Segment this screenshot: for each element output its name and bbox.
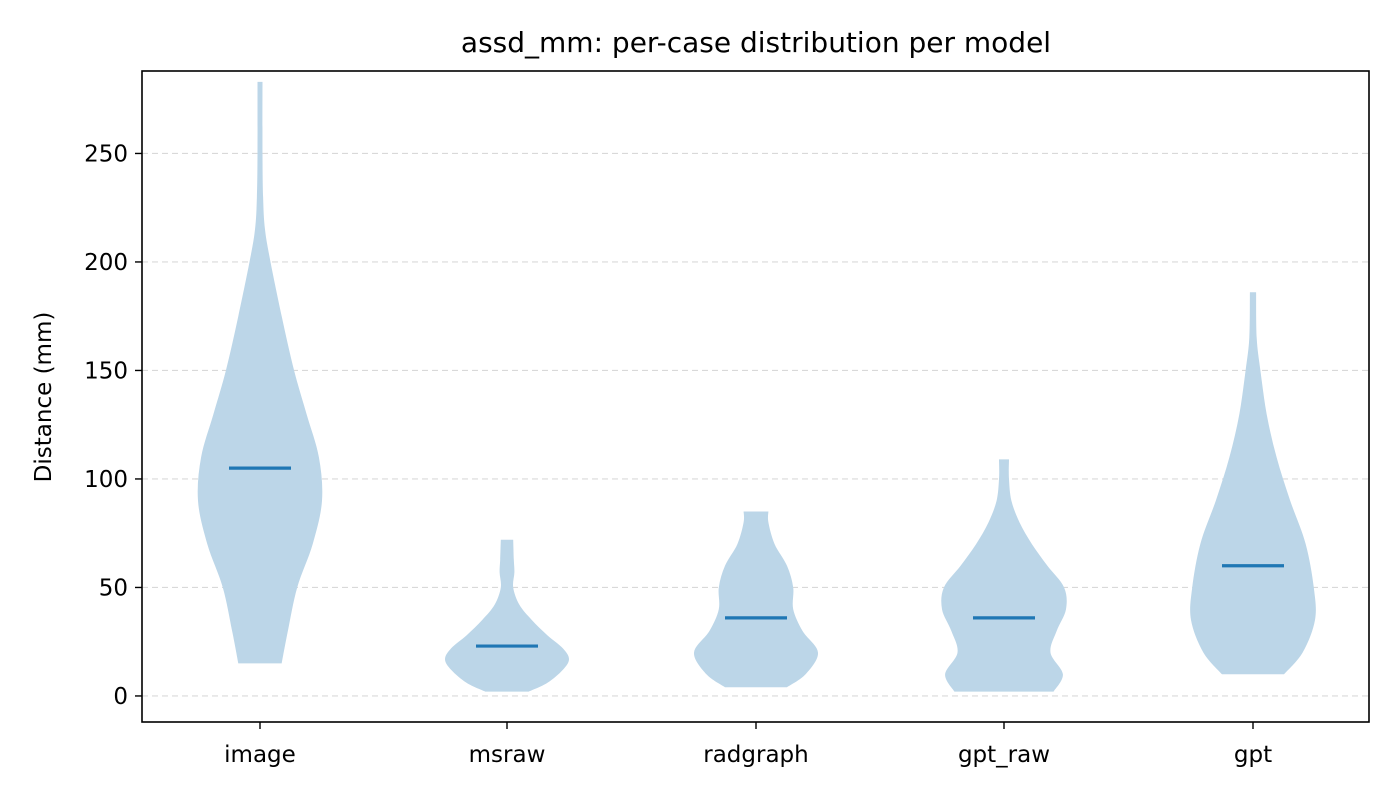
violin-layer: [197, 81, 1316, 692]
x-tick-label: msraw: [469, 742, 546, 768]
x-tick-label: gpt_raw: [958, 742, 1050, 768]
y-tick-label: 250: [84, 141, 128, 167]
violin-radgraph: [693, 511, 819, 688]
violin-gpt: [1190, 292, 1316, 675]
y-tick-label: 0: [113, 684, 128, 710]
x-tick-label: gpt: [1234, 742, 1272, 768]
x-tick-label: radgraph: [703, 742, 808, 768]
y-tick-label: 50: [99, 575, 128, 601]
grid-layer: [142, 152, 1369, 697]
chart-title: assd_mm: per-case distribution per model: [461, 26, 1051, 59]
violin-msraw: [445, 539, 569, 692]
violin-gpt_raw: [941, 459, 1067, 692]
y-tick-label: 100: [84, 467, 128, 493]
y-axis-label: Distance (mm): [31, 312, 57, 483]
y-tick-label: 200: [84, 250, 128, 276]
x-tick-label: image: [224, 742, 296, 768]
violin-image: [197, 81, 323, 664]
y-tick-label: 150: [84, 358, 128, 384]
tick-layer: 0 50 100 150 200 250 image msraw radgraph gpt_raw…: [84, 141, 1272, 768]
